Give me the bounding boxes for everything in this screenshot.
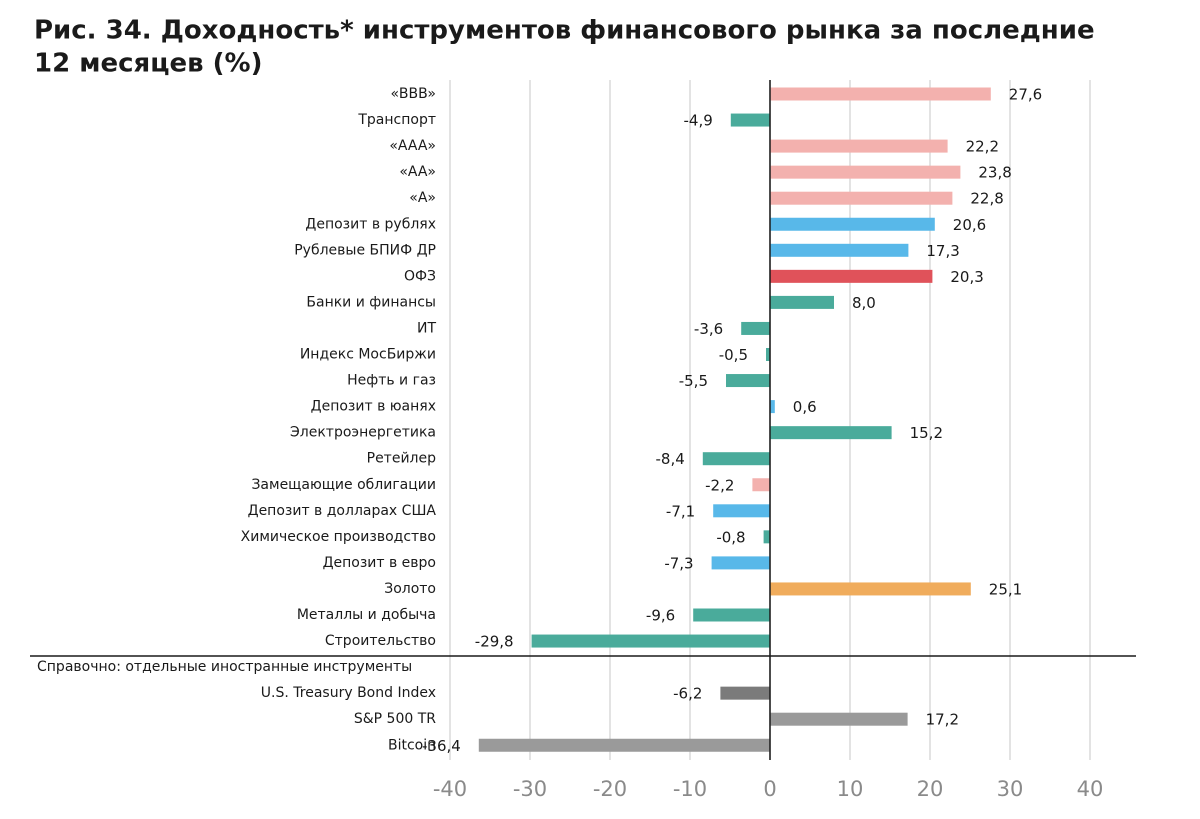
category-label: Депозит в юанях	[311, 399, 436, 415]
bar	[713, 504, 770, 518]
value-label: -7,3	[664, 554, 693, 572]
x-tick-label: 30	[997, 777, 1024, 801]
x-tick-label: 40	[1077, 777, 1104, 801]
value-label: -2,2	[705, 476, 734, 494]
x-tick-label: 0	[763, 777, 776, 801]
bar	[770, 712, 908, 726]
bar	[720, 686, 770, 700]
category-label: Золото	[384, 581, 436, 597]
category-label: Замещающие облигации	[251, 477, 436, 493]
bar	[770, 582, 971, 596]
category-label: Электроэнергетика	[290, 425, 436, 441]
value-label: -6,2	[673, 685, 702, 703]
bar	[531, 634, 770, 648]
value-label: 15,2	[910, 424, 943, 442]
value-label: 20,6	[953, 216, 986, 234]
bar	[770, 426, 892, 440]
bar	[711, 556, 770, 570]
value-label: -0,5	[719, 346, 748, 364]
value-label: 0,6	[793, 398, 817, 416]
value-label: 25,1	[989, 580, 1022, 598]
value-label: 23,8	[978, 164, 1011, 182]
x-tick-label: 20	[917, 777, 944, 801]
x-tick-label: -30	[513, 777, 547, 801]
value-label: -3,6	[694, 320, 723, 338]
bar	[766, 348, 770, 361]
category-label: Металлы и добыча	[297, 607, 436, 623]
category-label: «A»	[409, 190, 436, 206]
chart-title: 12 месяцев (%)	[34, 49, 262, 79]
bar	[770, 243, 909, 257]
value-label: 17,2	[926, 711, 959, 729]
value-label: 20,3	[950, 268, 983, 286]
value-label: -29,8	[475, 633, 514, 651]
x-tick-label: 10	[837, 777, 864, 801]
bar	[770, 87, 991, 101]
bar	[770, 269, 933, 283]
value-label: 27,6	[1009, 86, 1042, 104]
category-label: Депозит в евро	[323, 555, 436, 571]
category-label: Строительство	[325, 633, 436, 649]
bar	[726, 374, 770, 388]
value-label: 22,8	[970, 190, 1003, 208]
value-label: -7,1	[666, 502, 695, 520]
bar	[730, 113, 770, 127]
category-label: Bitcoin	[388, 737, 436, 753]
value-label: 22,2	[966, 138, 999, 156]
category-label: Депозит в долларах США	[248, 503, 437, 519]
value-label: -4,9	[684, 112, 713, 130]
category-label: Банки и финансы	[306, 294, 436, 310]
bar	[741, 321, 770, 335]
value-label: -8,4	[656, 450, 685, 468]
category-label: Депозит в рублях	[305, 216, 436, 232]
category-label: Транспорт	[357, 112, 436, 128]
bar	[770, 295, 834, 309]
x-tick-label: -20	[593, 777, 627, 801]
bar	[763, 530, 770, 544]
category-label: S&P 500 TR	[354, 711, 436, 727]
bar	[478, 738, 770, 752]
x-tick-label: -10	[673, 777, 707, 801]
bar	[770, 191, 953, 205]
category-label: Рублевые БПИФ ДР	[294, 242, 436, 258]
section-label: Справочно: отдельные иностранные инструм…	[37, 659, 412, 675]
value-label: 8,0	[852, 294, 876, 312]
bar	[770, 165, 961, 179]
bar	[770, 139, 948, 153]
category-label: Химическое производство	[241, 529, 436, 545]
value-label: -9,6	[646, 607, 675, 625]
bar	[752, 478, 770, 492]
category-label: Ретейлер	[367, 451, 436, 467]
value-label: -0,8	[716, 528, 745, 546]
bar	[770, 400, 775, 414]
bar	[770, 217, 935, 231]
value-label: -36,4	[422, 737, 461, 755]
value-label: 17,3	[926, 242, 959, 260]
bar	[702, 452, 770, 466]
category-label: ИТ	[417, 320, 436, 336]
value-label: -5,5	[679, 372, 708, 390]
category-label: U.S. Treasury Bond Index	[261, 685, 436, 701]
category-label: «AAA»	[389, 138, 436, 154]
bar	[693, 608, 770, 622]
category-label: Нефть и газ	[347, 373, 436, 389]
category-label: ОФЗ	[404, 268, 436, 284]
x-tick-label: -40	[433, 777, 467, 801]
category-label: «BBB»	[391, 86, 436, 102]
chart-title: Рис. 34. Доходность* инструментов финанс…	[34, 16, 1095, 46]
category-label: Индекс МосБиржи	[300, 347, 436, 363]
category-label: «AA»	[399, 164, 436, 180]
